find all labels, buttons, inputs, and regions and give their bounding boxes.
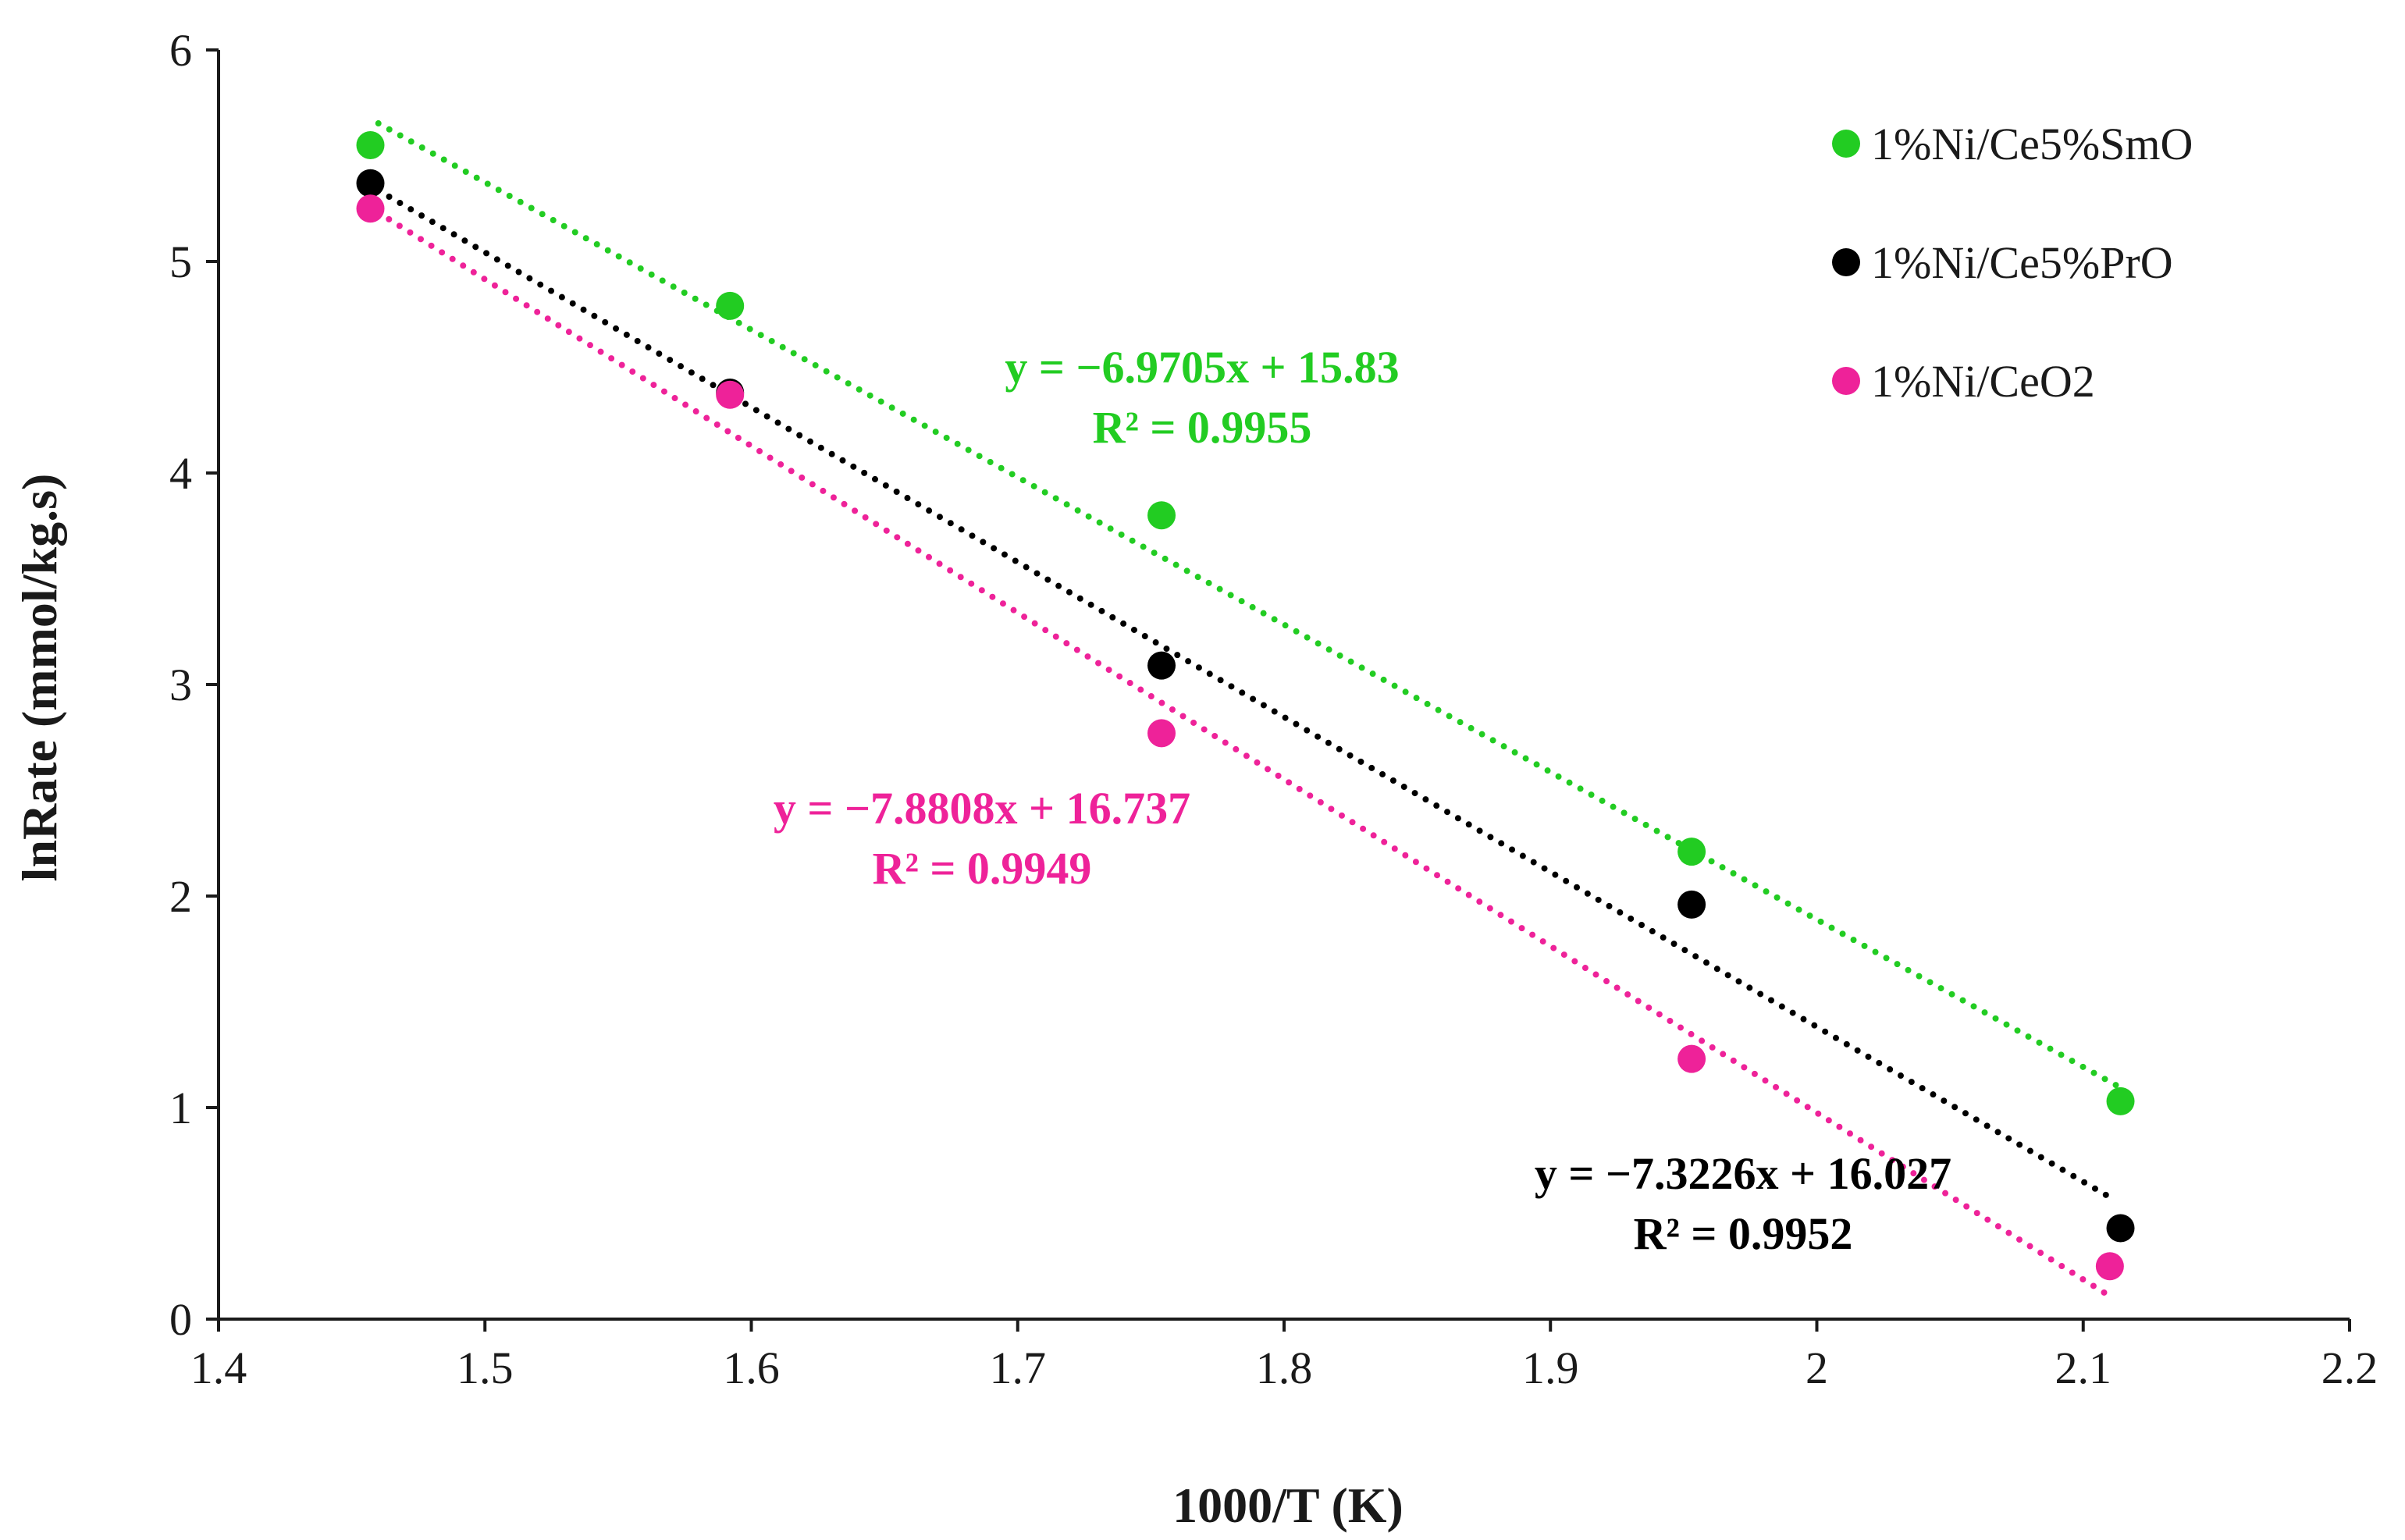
trendline-1-ni-ce5-pro xyxy=(375,187,2113,1200)
data-point-1-ni-ce5-smo xyxy=(2106,1087,2135,1115)
r2-pro: R² = 0.9952 xyxy=(1634,1208,1853,1259)
data-point-1-ni-ce5-smo xyxy=(1147,501,1176,530)
x-tick-label: 1.5 xyxy=(457,1343,514,1393)
data-point-1-ni-ce5-pro xyxy=(1147,651,1176,680)
r2-ceo2: R² = 0.9949 xyxy=(873,843,1092,894)
data-points xyxy=(356,130,2135,1281)
legend-marker-1-ni-ce5-pro xyxy=(1832,248,1860,276)
trendlines xyxy=(375,120,2124,1300)
y-axis-title: lnRate (mmol/kg.s) xyxy=(12,474,67,882)
x-tick-label: 2 xyxy=(1806,1343,1828,1393)
data-point-1-ni-ce5-smo xyxy=(356,130,385,159)
y-tick-label: 4 xyxy=(169,448,192,499)
x-tick-label: 1.8 xyxy=(1256,1343,1313,1393)
legend-marker-1-ni-ce5-smo xyxy=(1832,130,1860,158)
data-point-1-ni-ceo2 xyxy=(356,194,385,223)
legend: 1%Ni/Ce5%SmO 1%Ni/Ce5%PrO 1%Ni/CeO2 xyxy=(1832,119,2193,407)
legend-label-1-ni-ceo2: 1%Ni/CeO2 xyxy=(1871,356,2095,407)
r2-smo: R² = 0.9955 xyxy=(1093,402,1312,453)
x-axis-title: 1000/T (K) xyxy=(1172,1478,1404,1533)
x-tick-label: 1.7 xyxy=(990,1343,1047,1393)
equation-smo: y = −6.9705x + 15.83 xyxy=(1005,342,1399,393)
y-tick-label: 1 xyxy=(169,1083,192,1133)
x-tick-label: 1.4 xyxy=(190,1343,247,1393)
trendline-1-ni-ceo2 xyxy=(375,209,2113,1300)
x-tick-label: 1.6 xyxy=(723,1343,780,1393)
x-tick-label: 2.1 xyxy=(2055,1343,2112,1393)
data-point-1-ni-ce5-pro xyxy=(1677,890,1706,919)
trendline-1-ni-ce5-smo xyxy=(375,120,2124,1091)
equation-pro: y = −7.3226x + 16.027 xyxy=(1535,1148,1951,1199)
axes: 1.4 1.5 1.6 1.7 1.8 1.9 2 2.1 2.2 0 1 2 3 4 5 6 xyxy=(169,25,2378,1393)
data-point-1-ni-ce5-smo xyxy=(716,291,745,320)
y-tick-label: 5 xyxy=(169,237,192,287)
data-point-1-ni-ce5-pro xyxy=(356,169,385,197)
data-point-1-ni-ceo2 xyxy=(716,380,745,409)
data-point-1-ni-ce5-pro xyxy=(2106,1214,2135,1243)
y-tick-label: 0 xyxy=(169,1294,192,1345)
legend-label-1-ni-ce5-pro: 1%Ni/Ce5%PrO xyxy=(1871,237,2173,288)
data-point-1-ni-ceo2 xyxy=(2095,1252,2124,1281)
y-tick-label: 3 xyxy=(169,660,192,710)
legend-marker-1-ni-ceo2 xyxy=(1832,367,1860,395)
x-tick-label: 1.9 xyxy=(1522,1343,1579,1393)
data-point-1-ni-ceo2 xyxy=(1677,1044,1706,1073)
x-tick-label: 2.2 xyxy=(2321,1343,2378,1393)
legend-label-1-ni-ce5-smo: 1%Ni/Ce5%SmO xyxy=(1871,119,2193,169)
equation-ceo2: y = −7.8808x + 16.737 xyxy=(774,783,1190,834)
y-tick-label: 6 xyxy=(169,25,192,76)
data-point-1-ni-ceo2 xyxy=(1147,719,1176,748)
y-tick-label: 2 xyxy=(169,871,192,922)
data-point-1-ni-ce5-smo xyxy=(1677,838,1706,866)
